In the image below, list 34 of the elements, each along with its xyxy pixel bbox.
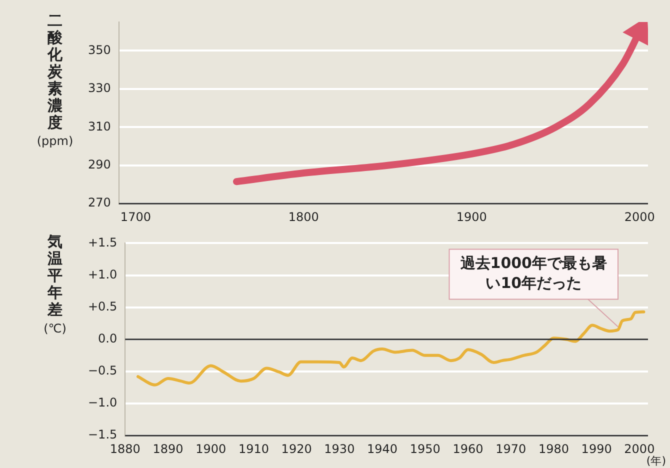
x-tick-label: 1880 bbox=[110, 442, 140, 456]
y-axis-title: 気温平年差 (℃) bbox=[44, 232, 66, 336]
y-tick-label: −1.5 bbox=[88, 428, 118, 442]
y-tick-label: −1.0 bbox=[88, 396, 118, 410]
x-tick-label: 1950 bbox=[410, 442, 440, 456]
y-tick-label: +1.0 bbox=[88, 267, 118, 282]
x-tick-label: 1910 bbox=[238, 442, 269, 456]
x-tick-label: 1800 bbox=[288, 210, 319, 224]
x-tick-label: 1900 bbox=[456, 210, 487, 224]
y-axis-title: 二酸化炭素濃度 (ppm) bbox=[36, 11, 74, 148]
y-tick-label: −0.5 bbox=[88, 364, 118, 378]
line-series bbox=[136, 310, 646, 386]
x-tick-label: 1940 bbox=[367, 442, 398, 456]
y-tick-label: 330 bbox=[88, 81, 111, 96]
x-tick-label: 1960 bbox=[452, 442, 484, 456]
y-tick-label: +0.5 bbox=[88, 299, 118, 314]
y-tick-label: 290 bbox=[88, 157, 111, 172]
x-tick-label: 1970 bbox=[496, 442, 526, 456]
x-axis-title: (年) bbox=[646, 454, 666, 468]
x-tick-label: 2000 bbox=[624, 210, 655, 224]
x-tick-label: 1990 bbox=[581, 442, 612, 456]
x-tick-label: 2000 bbox=[624, 442, 655, 456]
x-tick-label: 1980 bbox=[538, 442, 569, 456]
y-tick-label: 0.0 bbox=[98, 332, 118, 346]
y-tick-label: +1.5 bbox=[88, 235, 118, 250]
annotation: 過去1000年で最も暑い10年だった bbox=[459, 254, 607, 292]
x-tick-label: 1700 bbox=[120, 210, 151, 224]
x-tick-label: 1920 bbox=[281, 442, 312, 456]
x-tick-label: 1930 bbox=[324, 442, 355, 456]
y-tick-label: 350 bbox=[88, 42, 111, 57]
x-tick-label: 1890 bbox=[152, 442, 184, 456]
y-tick-label: 270 bbox=[88, 196, 111, 210]
x-tick-label: 1900 bbox=[196, 442, 226, 456]
y-tick-label: 310 bbox=[88, 119, 111, 134]
